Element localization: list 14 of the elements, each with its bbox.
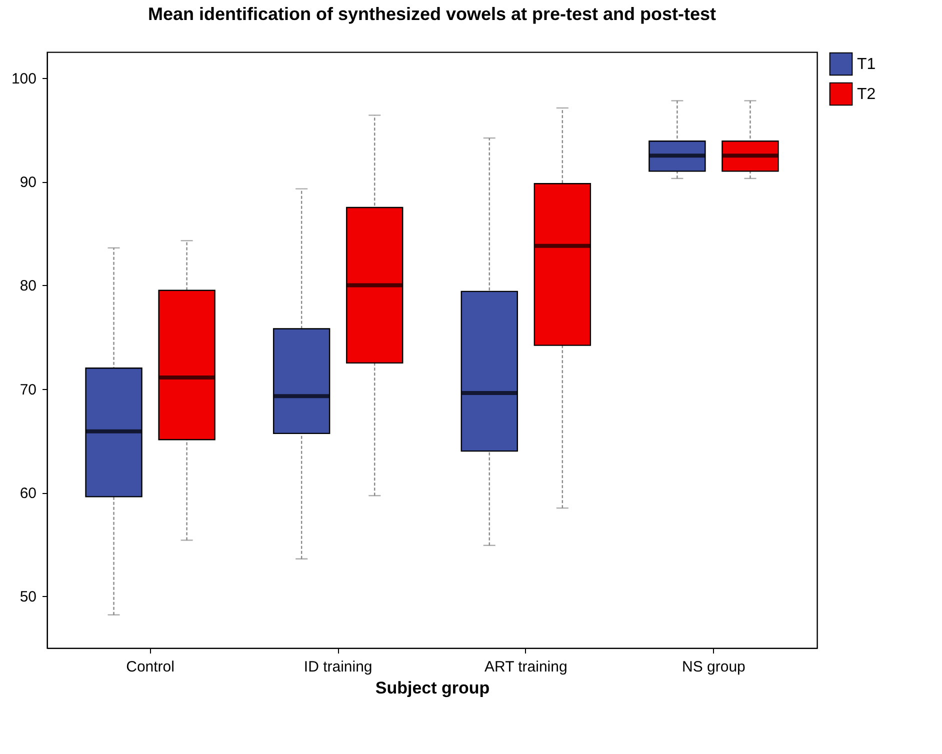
chart-title: Mean identification of synthesized vowels at pre-test and post-test — [148, 4, 716, 24]
x-tick-label: Control — [126, 658, 174, 676]
legend-label: T2 — [857, 86, 876, 103]
x-axis-title: Subject group — [375, 678, 490, 698]
y-tick-label: 50 — [20, 588, 36, 606]
x-tick-label: NS group — [682, 658, 746, 676]
x-tick-label: ART training — [484, 658, 568, 676]
y-tick-label: 60 — [20, 485, 36, 502]
y-tick-label: 70 — [20, 381, 36, 398]
x-tick-label: ID training — [304, 658, 372, 676]
y-tick-label: 80 — [20, 278, 36, 295]
legend-label: T1 — [857, 56, 876, 73]
y-tick-label: 100 — [11, 70, 36, 88]
y-tick-label: 90 — [20, 174, 36, 192]
